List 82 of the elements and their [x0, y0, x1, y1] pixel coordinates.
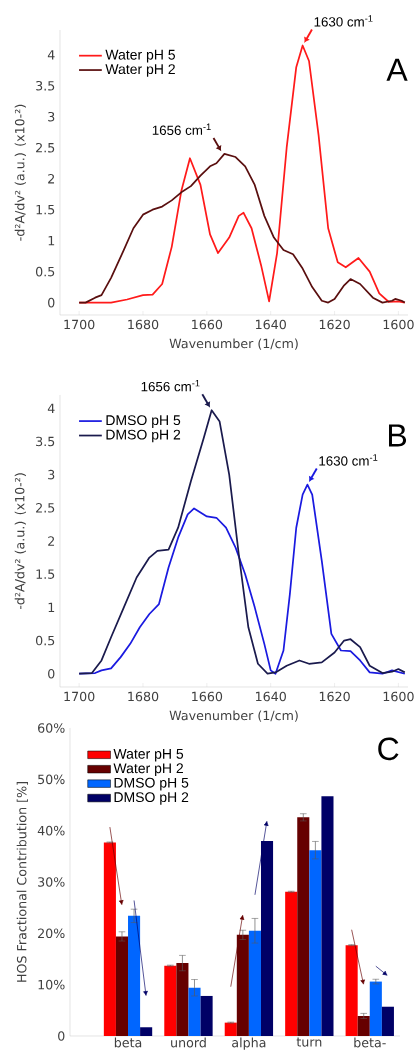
y-axis-title: -d²A/dv² (a.u.) (x10-²) — [14, 104, 26, 241]
y-tick-label: 1.5 — [36, 569, 55, 579]
y-tick-label: 3 — [48, 111, 55, 122]
legend-label: Water pH 2 — [105, 64, 175, 77]
y-tick-label: 3.5 — [36, 80, 55, 91]
legend-label: DMSO pH 5 — [114, 777, 189, 791]
bar — [285, 891, 298, 1036]
y-tick-label: 2.5 — [36, 142, 55, 153]
bar — [188, 987, 201, 1036]
bar — [176, 963, 189, 1036]
y-tick-label: 50% — [38, 774, 65, 785]
x-tick-label: 1660 — [192, 319, 223, 330]
bar — [381, 1006, 394, 1036]
bar — [369, 981, 382, 1036]
x-tick-label: 1640 — [255, 691, 286, 702]
y-tick-label: 2 — [48, 173, 55, 184]
bar — [128, 915, 141, 1036]
legend-label: Water pH 5 — [113, 749, 184, 762]
y-tick-label: 20% — [38, 928, 65, 939]
annotation: 1630 cm$^{-1}$ — [319, 454, 378, 466]
x-tick-label: 1620 — [319, 691, 350, 702]
y-tick-label: 2 — [48, 536, 55, 546]
x-tick-label: 1620 — [319, 319, 350, 330]
y-tick-label: 3.5 — [36, 436, 55, 447]
y-tick-label: 1.5 — [36, 204, 55, 215]
legend-label: DMSO pH 2 — [114, 792, 189, 805]
line-series — [78, 409, 406, 675]
x-tick-label: turn — [296, 1037, 322, 1047]
y-tick-label: 1 — [48, 236, 55, 246]
bar — [224, 1022, 237, 1036]
bar — [321, 796, 334, 1036]
bar — [297, 817, 310, 1036]
bar — [103, 842, 116, 1036]
y-tick-label: 0 — [58, 1031, 65, 1041]
annotation: A — [386, 58, 408, 81]
legend-label: Water pH 5 — [105, 49, 176, 63]
legend-label: DMSO pH 2 — [106, 429, 181, 443]
bar — [140, 1027, 153, 1036]
x-tick-label: 1640 — [255, 319, 286, 330]
y-tick-label: 0.5 — [35, 635, 55, 646]
y-tick-label: 3 — [48, 469, 55, 480]
x-tick-label: unord — [171, 1037, 206, 1048]
annotation: 1656 cm$^{-1}$ — [141, 379, 200, 392]
bar — [357, 1015, 370, 1036]
y-tick-label: 0 — [48, 297, 55, 308]
legend-label: Water pH 2 — [113, 763, 183, 776]
x-tick-label: 1700 — [64, 319, 95, 330]
x-tick-label: 1660 — [192, 691, 223, 702]
x-tick-label: beta- — [354, 1037, 386, 1048]
y-tick-label: 40% — [37, 825, 65, 836]
x-tick-label: 1600 — [383, 691, 414, 702]
annotation: 1656 cm$^{-1}$ — [152, 123, 211, 135]
x-tick-label: 1600 — [383, 319, 414, 330]
y-tick-label: 60% — [38, 723, 65, 733]
y-tick-label: 4 — [47, 403, 55, 413]
x-tick-label: alpha — [232, 1037, 266, 1050]
x-tick-label: 1680 — [128, 319, 159, 330]
line-series — [78, 153, 406, 304]
y-axis-title: HOS Fractional Contribution [%] — [16, 782, 28, 982]
bar — [164, 965, 177, 1036]
x-axis-title: Wavenumber (1/cm) — [169, 338, 298, 350]
annotation: C — [378, 737, 399, 761]
y-tick-label: 0 — [48, 668, 55, 679]
bar — [345, 945, 358, 1036]
x-tick-label: beta — [114, 1037, 142, 1048]
bar — [248, 930, 261, 1036]
annotation: 1630 cm$^{-1}$ — [314, 15, 373, 27]
x-tick-label: 1680 — [128, 691, 159, 702]
legend-label: DMSO pH 5 — [106, 415, 181, 428]
y-tick-label: 0.5 — [35, 266, 55, 277]
annotation: B — [389, 424, 407, 447]
y-tick-label: 10% — [38, 979, 65, 990]
bar — [200, 995, 213, 1036]
bar — [115, 936, 129, 1036]
y-axis-title: -d²A/dv² (a.u.) (x10-²) — [14, 473, 26, 610]
y-tick-label: 4 — [47, 50, 55, 60]
y-tick-label: 2.5 — [36, 503, 55, 513]
y-tick-label: 1 — [48, 602, 55, 612]
y-tick-label: 30% — [38, 877, 65, 887]
bar — [309, 850, 322, 1036]
x-axis-title: Wavenumber (1/cm) — [169, 710, 298, 722]
x-tick-label: 1700 — [64, 691, 95, 702]
